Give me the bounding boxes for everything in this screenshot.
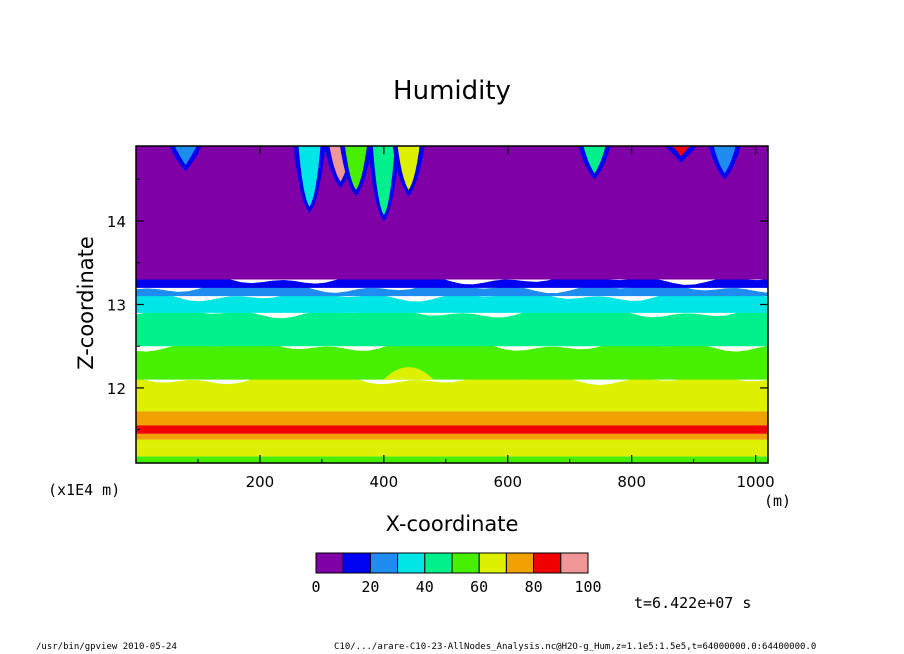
x-axis-unit: (m)	[764, 492, 792, 510]
x-tick-label: 800	[617, 473, 646, 491]
contour-band	[136, 290, 768, 313]
colorbar-swatch	[451, 552, 480, 574]
colorbar-swatch	[424, 552, 453, 574]
y-tick-label: 14	[107, 213, 126, 231]
x-tick-label: 1000	[737, 473, 775, 491]
colorbar-label: 0	[311, 578, 320, 596]
contour-hump	[383, 367, 434, 380]
colorbar-swatch	[342, 552, 371, 574]
plume-contour	[718, 146, 731, 168]
x-tick-label: 200	[246, 473, 275, 491]
plume-contour	[349, 146, 362, 185]
contour-band	[136, 456, 768, 463]
axes: 200 400 600 800 1000 12 13 14	[107, 146, 775, 491]
plume-contour	[675, 146, 688, 151]
colorbar-swatch	[505, 552, 535, 574]
contour-band	[136, 374, 768, 412]
footer-data-source: C10/.../arare-C10-23-AllNodes_Analysis.n…	[334, 642, 817, 652]
contour-band	[136, 341, 768, 380]
contour-band	[136, 307, 768, 347]
plume-contour	[179, 146, 192, 160]
contour-band	[136, 146, 768, 280]
colorbar-label: 20	[361, 578, 379, 596]
contour-band	[136, 411, 768, 426]
contour-band	[136, 274, 768, 288]
footer-program-date: /usr/bin/gpview 2010-05-24	[36, 642, 177, 652]
contour-fill-area	[136, 146, 768, 463]
colorbar-swatch	[478, 552, 507, 574]
time-annotation: t=6.422e+07 s	[634, 594, 752, 612]
x-axis-label: X-coordinate	[385, 512, 519, 536]
plume-contour	[588, 146, 601, 168]
contour-band	[136, 446, 768, 457]
colorbar-swatch	[560, 552, 589, 574]
colorbar-swatch	[397, 552, 426, 574]
colorbar-label: 60	[470, 578, 488, 596]
plume-contour	[402, 146, 415, 185]
x-axis-scale-note: (x1E4 m)	[48, 481, 121, 499]
x-tick-label: 400	[370, 473, 399, 491]
x-tick-label: 600	[493, 473, 522, 491]
plume-contour	[377, 146, 390, 210]
y-tick-label: 13	[107, 297, 126, 315]
plume-contour	[670, 146, 693, 157]
colorbar-label: 100	[574, 578, 601, 596]
colorbar-swatch	[369, 552, 399, 574]
color-scale-bar: 0 20 40 60 80 100	[311, 552, 602, 596]
contour-band	[136, 425, 768, 434]
colorbar-swatch	[315, 552, 344, 574]
y-tick-label: 12	[107, 380, 126, 398]
chart-title: Humidity	[393, 76, 511, 106]
colorbar-swatch	[533, 552, 562, 574]
plume-contour	[303, 146, 316, 201]
colorbar-label: 40	[416, 578, 434, 596]
colorbar-label: 80	[525, 578, 543, 596]
contour-band	[136, 433, 768, 440]
contour-band	[136, 439, 768, 447]
